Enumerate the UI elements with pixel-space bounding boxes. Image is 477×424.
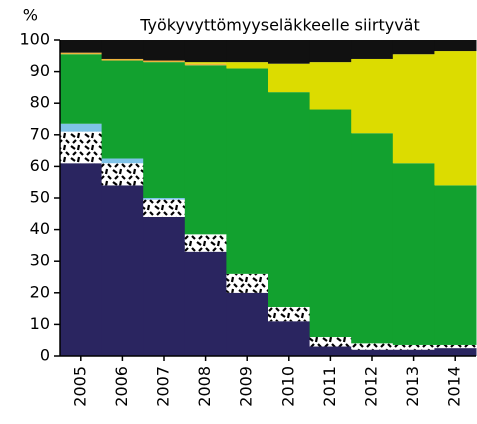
bar-segment — [143, 198, 186, 200]
bar-segment — [351, 40, 394, 59]
bar-segment — [184, 234, 227, 252]
bar-segment — [434, 40, 477, 52]
bar-segment — [309, 346, 352, 356]
bar-segment — [268, 92, 311, 308]
bar-segment — [268, 321, 311, 356]
x-tick-label: 2013 — [403, 366, 422, 407]
y-tick-label: 0 — [40, 346, 50, 365]
x-tick-label: 2011 — [320, 366, 339, 407]
bar-segment — [184, 62, 227, 64]
bar-segment — [226, 292, 269, 356]
bar-segment — [60, 131, 103, 164]
bar-segment — [143, 60, 186, 63]
bar-segment — [268, 63, 311, 93]
bar-segment — [268, 307, 311, 322]
x-tick-label: 2005 — [70, 366, 89, 407]
bar-segment — [392, 344, 435, 350]
bar-segment — [309, 40, 352, 63]
bar-segment — [184, 63, 227, 66]
bar-segment — [351, 133, 394, 344]
bar-segment — [143, 40, 186, 61]
x-tick-label: 2010 — [278, 366, 297, 407]
bar-segment — [60, 52, 103, 55]
bar-segment — [434, 185, 477, 345]
bar-segment — [101, 40, 144, 59]
bar-segment — [351, 343, 394, 350]
y-tick-label: 40 — [30, 219, 50, 238]
bar-segment — [309, 109, 352, 338]
y-tick-label: 90 — [30, 61, 50, 80]
bar-segment — [434, 51, 477, 186]
bar-segment — [101, 185, 144, 356]
bar-segment — [60, 54, 103, 124]
bar-segment — [184, 40, 227, 63]
bar-segment — [351, 58, 394, 134]
bar-segment — [226, 40, 269, 63]
bar-segment — [101, 60, 144, 159]
bar-segment — [184, 251, 227, 356]
y-tick-label: 10 — [30, 314, 50, 333]
y-tick-label: 60 — [30, 156, 50, 175]
y-tick-label: 30 — [30, 251, 50, 270]
x-tick-label: 2008 — [195, 366, 214, 407]
bar-segment — [60, 123, 103, 132]
x-tick-label: 2014 — [445, 366, 464, 407]
bar-segment — [434, 344, 477, 349]
bar-segment — [434, 348, 477, 356]
x-tick-label: 2012 — [362, 366, 381, 407]
bar-segment — [309, 337, 352, 347]
bar-segment — [226, 62, 269, 69]
bar-segment — [60, 163, 103, 356]
bar-segment — [184, 65, 227, 235]
chart-title: Työkyvyttömyyseläkkeelle siirtyvät — [139, 16, 420, 35]
bar-segment — [392, 40, 435, 55]
bar-segment — [143, 199, 186, 217]
bar-segment — [268, 40, 311, 64]
y-tick-label: 20 — [30, 282, 50, 301]
y-tick-label: 80 — [30, 93, 50, 112]
y-tick-label: 50 — [30, 188, 50, 207]
y-tick-label: 70 — [30, 124, 50, 143]
x-tick-label: 2006 — [112, 366, 131, 407]
x-tick-label: 2009 — [237, 366, 256, 407]
bar-segment — [351, 349, 394, 356]
bar-segment — [392, 163, 435, 345]
bar-segment — [226, 273, 269, 293]
bar-segment — [143, 216, 186, 356]
bar-segment — [392, 349, 435, 356]
bar-segment — [101, 58, 144, 61]
bar-segment — [101, 163, 144, 186]
bar-segment — [309, 62, 352, 110]
y-tick-label: 100 — [19, 30, 50, 49]
bar-segment — [60, 40, 103, 53]
bar-segment — [143, 62, 186, 199]
bar-segment — [392, 54, 435, 164]
x-tick-label: 2007 — [154, 366, 173, 407]
y-axis-label: % — [23, 6, 38, 25]
bar-segment — [226, 68, 269, 274]
bar-segment — [101, 158, 144, 164]
